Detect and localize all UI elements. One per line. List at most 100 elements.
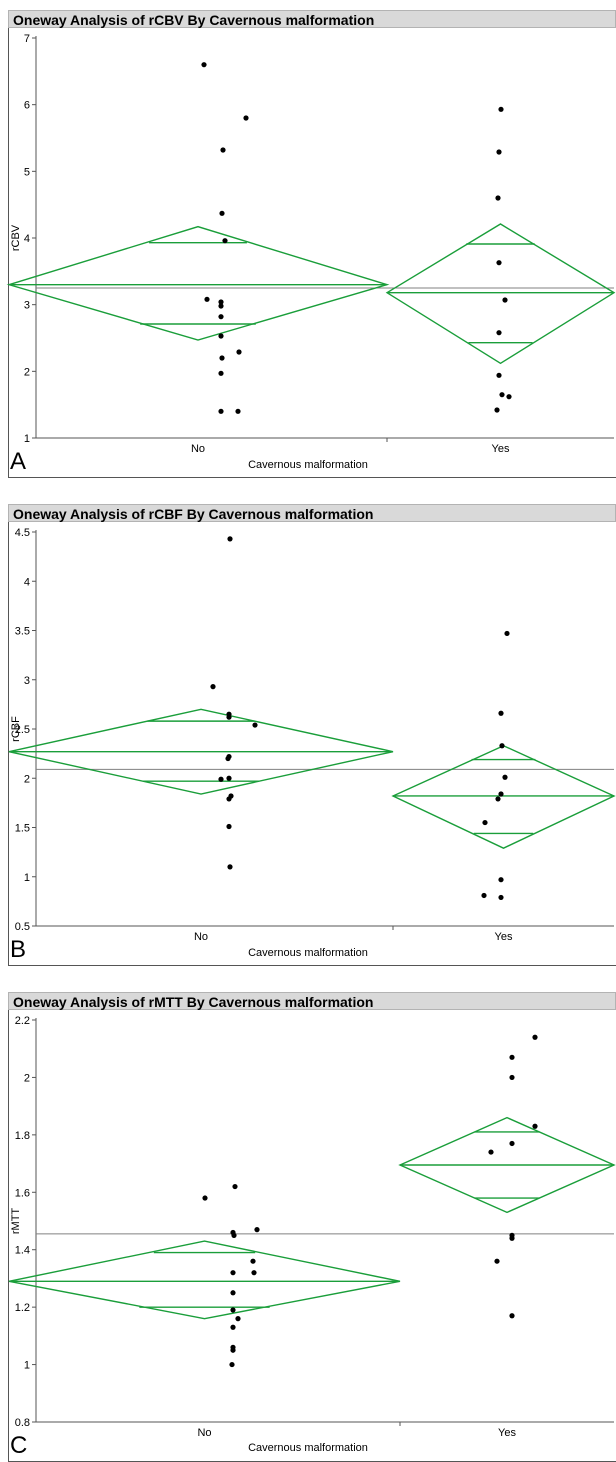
data-point-no (243, 115, 249, 121)
data-point-yes (498, 710, 504, 716)
y-axis-label: rCBV (10, 224, 22, 251)
data-point-yes (494, 407, 500, 413)
y-tick-label: 3.5 (15, 626, 30, 638)
data-point-no (232, 1183, 238, 1190)
panel-c-letter: C (10, 1432, 28, 1459)
data-point-no (227, 864, 233, 870)
y-tick-label: 1 (24, 433, 30, 445)
data-point-no (226, 714, 232, 720)
data-point-yes (504, 630, 510, 637)
data-point-yes (482, 819, 488, 826)
panel-a-x-axis-label: Cavernous malformation (248, 459, 368, 471)
panel-b: Oneway Analysis of rCBF By Cavernous mal… (0, 504, 616, 966)
panel-c-header: Oneway Analysis of rMTT By Cavernous mal… (8, 992, 616, 1010)
data-point-no (230, 1270, 236, 1276)
x-tick-label-no: No (197, 1427, 211, 1439)
y-tick-label: 2 (24, 773, 30, 785)
panel-a-header: Oneway Analysis of rCBV By Cavernous mal… (8, 10, 616, 28)
x-tick-label-yes: Yes (495, 931, 513, 943)
y-tick-label: 1.5 (15, 823, 30, 835)
data-point-no (218, 303, 224, 309)
x-tick-label-no: No (194, 931, 208, 943)
x-tick-label-no: No (191, 443, 205, 455)
data-point-no (219, 355, 225, 361)
y-tick-label: 4.5 (15, 527, 30, 539)
panel-b-x-axis-label: Cavernous malformation (248, 947, 368, 959)
x-tick-label-yes: Yes (498, 1427, 516, 1439)
data-point-yes (506, 394, 512, 400)
rmtt-plot: 0.8 1 1.2 1.4 1.6 1.8 2 2.2 rMTT No Yes (8, 1015, 616, 1439)
data-point-yes (496, 260, 502, 266)
y-tick-label: 5 (24, 166, 30, 178)
y-tick-label: 2.5 (15, 724, 30, 736)
data-point-yes (509, 1235, 515, 1241)
data-point-yes (532, 1123, 538, 1129)
y-tick-label: 1.6 (15, 1187, 30, 1199)
rcbv-plot: 1 2 3 4 5 6 7 rCBV No Yes (6, 33, 616, 455)
y-tick-label: 1 (24, 1360, 30, 1372)
data-point-yes (499, 743, 505, 749)
data-point-yes (496, 372, 502, 378)
data-point-no (251, 1270, 257, 1276)
data-point-yes (498, 106, 504, 112)
data-point-no (218, 333, 224, 339)
y-tick-label: 1 (24, 872, 30, 884)
y-tick-label: 6 (24, 100, 30, 112)
data-point-yes (498, 894, 504, 901)
data-point-yes (502, 297, 508, 303)
data-point-no (218, 299, 224, 305)
y-tick-label: 1.8 (15, 1130, 30, 1142)
data-point-yes (498, 791, 504, 797)
data-point-no (236, 349, 242, 355)
data-point-yes (509, 1054, 515, 1060)
data-point-yes (498, 877, 504, 883)
data-point-no (250, 1258, 256, 1264)
panel-c-title: Oneway Analysis of rMTT By Cavernous mal… (13, 994, 374, 1010)
data-point-no (235, 1316, 241, 1322)
y-tick-label: 2 (24, 1072, 30, 1084)
data-point-no (227, 536, 233, 542)
y-axis-label: rMTT (10, 1208, 22, 1235)
panel-c-x-axis-label: Cavernous malformation (248, 1442, 368, 1454)
data-point-no (210, 684, 216, 690)
data-point-yes (502, 774, 508, 780)
y-tick-label: 3 (24, 300, 30, 312)
y-tick-label: 4 (24, 576, 30, 588)
data-point-no (222, 238, 228, 244)
panel-b-frame (8, 522, 616, 966)
data-point-no (226, 775, 232, 781)
data-point-no (235, 408, 241, 414)
y-tick-label: 7 (24, 33, 30, 45)
data-point-no (230, 1307, 236, 1313)
y-tick-label: 3 (24, 675, 30, 687)
y-tick-label: 2 (24, 366, 30, 378)
data-point-no (226, 796, 232, 802)
panel-a-frame (8, 28, 616, 478)
data-point-yes (499, 392, 505, 398)
panel-b-header: Oneway Analysis of rCBF By Cavernous mal… (8, 504, 616, 522)
y-axis-label: rCBF (10, 716, 22, 742)
data-point-no (230, 1324, 236, 1330)
data-point-no (220, 147, 226, 153)
data-point-yes (509, 1313, 515, 1319)
data-point-no (219, 210, 225, 216)
data-point-no (218, 776, 224, 782)
data-point-yes (481, 892, 487, 899)
data-point-yes (496, 149, 502, 155)
data-point-yes (532, 1034, 538, 1040)
data-point-yes (495, 796, 501, 802)
data-point-no (225, 755, 231, 762)
y-tick-label: 0.5 (15, 921, 30, 933)
y-tick-label: 2.2 (15, 1015, 30, 1027)
data-point-no (218, 408, 224, 414)
data-point-no (202, 1195, 208, 1201)
y-tick-label: 0.8 (15, 1417, 30, 1429)
data-point-no (218, 370, 224, 376)
data-point-no (229, 1361, 235, 1368)
data-point-yes (488, 1149, 494, 1155)
panel-b-letter: B (10, 936, 27, 963)
panel-a-title: Oneway Analysis of rCBV By Cavernous mal… (13, 12, 375, 28)
data-point-yes (509, 1074, 515, 1081)
data-point-no (254, 1227, 260, 1233)
panel-b-title: Oneway Analysis of rCBF By Cavernous mal… (13, 506, 374, 522)
